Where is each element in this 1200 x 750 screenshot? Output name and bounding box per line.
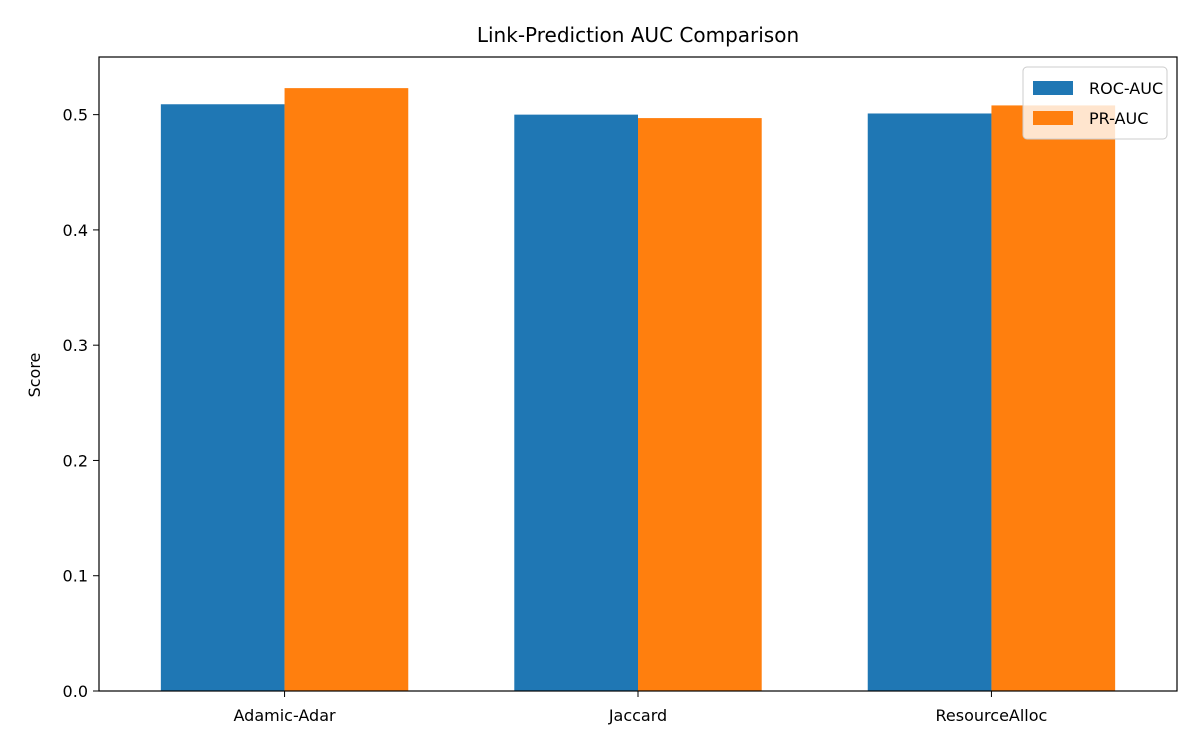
bar-pr-auc-jaccard [638, 118, 762, 691]
legend: ROC-AUC PR-AUC [1022, 66, 1168, 140]
bar-pr-auc-resourcealloc [991, 105, 1116, 691]
bar-roc-auc-adamic-adar [160, 104, 285, 691]
legend-swatch-pr-auc [1033, 111, 1073, 125]
bar-roc-auc-resourcealloc [867, 113, 992, 691]
y-tick-label: 0.1 [63, 567, 88, 586]
legend-swatch-roc-auc [1033, 81, 1073, 95]
ticks-layer: Adamic-Adar Jaccard ResourceAlloc 0.0 0.1 0.2… [63, 106, 1048, 725]
y-tick-label: 0.5 [63, 106, 88, 125]
bar-pr-auc-adamic-adar [284, 88, 409, 691]
legend-label-roc-auc: ROC-AUC [1089, 79, 1163, 98]
legend-box [1022, 66, 1168, 140]
y-tick-label: 0.2 [63, 451, 88, 470]
x-tick-label: Adamic-Adar [234, 706, 337, 725]
bar-roc-auc-jaccard [514, 114, 638, 692]
y-tick-label: 0.3 [63, 336, 88, 355]
y-tick-label: 0.0 [63, 682, 88, 701]
bars-layer [160, 88, 1116, 692]
legend-label-pr-auc: PR-AUC [1089, 109, 1148, 128]
chart-title: Link-Prediction AUC Comparison [477, 23, 799, 47]
x-tick-label: ResourceAlloc [936, 706, 1048, 725]
x-tick-label: Jaccard [608, 706, 667, 725]
y-axis-label: Score [25, 353, 44, 398]
y-tick-label: 0.4 [63, 221, 88, 240]
